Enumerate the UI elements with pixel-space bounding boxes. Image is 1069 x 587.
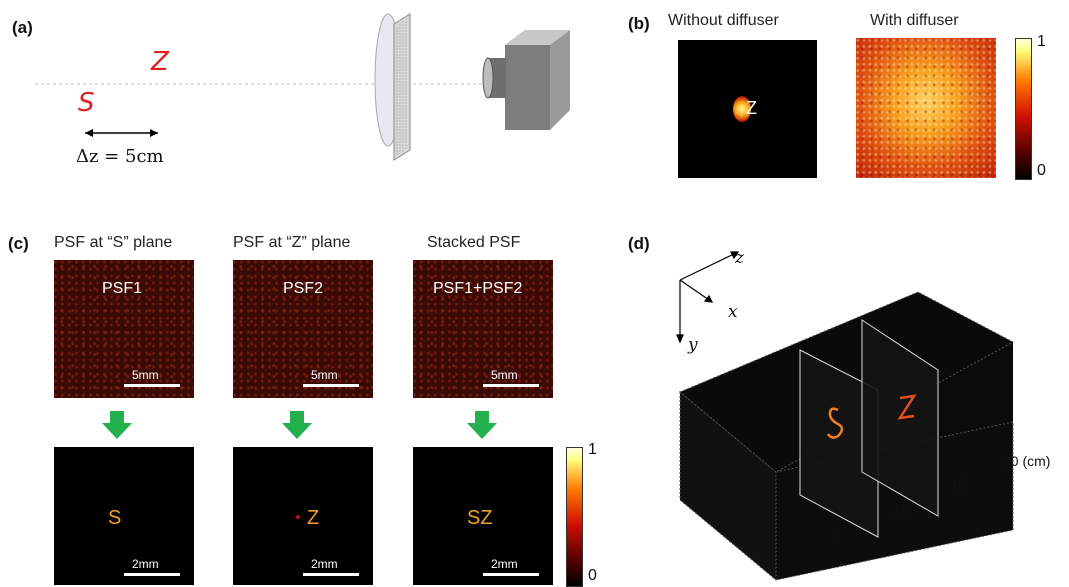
- panel-d-label: (d): [628, 234, 650, 253]
- scale-bar: [303, 573, 359, 576]
- stacked-psf-image: PSF1+PSF2 5mm: [413, 260, 553, 398]
- axis-label-z: z: [735, 248, 744, 268]
- scale-label: 5mm: [132, 368, 159, 382]
- psf2-label: PSF2: [283, 280, 324, 297]
- object-letter-label: Z: [746, 98, 757, 118]
- caption-psf-s-plane: PSF at “S” plane: [54, 234, 173, 251]
- recon-s-image: S 2mm: [54, 447, 194, 585]
- colorbar-b-max: 1: [1037, 33, 1046, 50]
- caption-stacked-psf: Stacked PSF: [427, 234, 521, 251]
- slice-plane-s: [799, 349, 879, 538]
- panel-d-3d-volume: [676, 251, 1015, 582]
- scale-label: 5mm: [311, 368, 338, 382]
- axis-label-x: x: [728, 302, 738, 322]
- recon-z-image: Z 2mm: [233, 447, 373, 585]
- axis-label-y: y: [688, 335, 698, 355]
- recon-letter-s: S: [108, 507, 122, 529]
- colorbar-c: [566, 447, 583, 587]
- focused-spot: [733, 96, 751, 122]
- camera-icon: [482, 30, 570, 130]
- depth-tick-0: 0: [766, 558, 774, 574]
- panel-a-label: (a): [12, 18, 33, 37]
- object-letter-z: Z: [151, 47, 169, 77]
- depth-tick-5: 5: [832, 530, 840, 546]
- depth-tick-20-cm: 20 (cm): [1003, 453, 1051, 469]
- scale-bar: [124, 573, 180, 576]
- image-without-diffuser: Z 2mm: [678, 40, 817, 178]
- recon-letters-sz: SZ: [467, 507, 493, 529]
- psf2-image: PSF2 5mm: [233, 260, 373, 398]
- colorbar-b-min: 0: [1037, 162, 1046, 179]
- colorbar-c-max: 1: [588, 441, 597, 458]
- down-arrow-icon: [102, 411, 132, 439]
- scale-bar: [303, 384, 359, 387]
- panel-b-label: (b): [628, 14, 650, 33]
- scale-label: 2mm: [311, 557, 338, 571]
- object-letter-s: S: [78, 88, 95, 118]
- scale-bar: [124, 384, 180, 387]
- diffuser-texture: [396, 18, 408, 156]
- panel-c-label: (c): [8, 234, 29, 253]
- psf1-label: PSF1: [102, 280, 143, 297]
- stacked-psf-label: PSF1+PSF2: [433, 280, 523, 297]
- recon-sz-image: SZ 2mm: [413, 447, 553, 585]
- down-arrow-icon: [467, 411, 497, 439]
- arrows-row: [102, 411, 497, 439]
- colorbar-c-min: 0: [588, 567, 597, 584]
- scale-bar: [483, 384, 539, 387]
- caption-psf-z-plane: PSF at “Z” plane: [233, 234, 351, 251]
- depth-tick-10: 10: [893, 502, 909, 518]
- panel-a-setup-diagram: [35, 13, 570, 161]
- scale-label: 2mm: [132, 557, 159, 571]
- colorbar-b: [1015, 38, 1032, 180]
- scale-label: 2mm: [491, 557, 518, 571]
- depth-tick-15: 15: [950, 476, 966, 492]
- down-arrow-icon: [282, 411, 312, 439]
- scale-label: 5mm: [491, 368, 518, 382]
- image-with-diffuser: 5mm: [856, 38, 996, 178]
- plane-letter-z-mark: [897, 394, 917, 420]
- scale-bar: [483, 573, 539, 576]
- plane-letter-s-mark: [826, 407, 844, 439]
- psf1-image: PSF1 5mm: [54, 260, 194, 398]
- dz-label: Δz = 5cm: [76, 146, 164, 167]
- title-without-diffuser: Without diffuser: [668, 12, 779, 29]
- title-with-diffuser: With diffuser: [870, 12, 959, 29]
- axis-triad: [676, 251, 740, 344]
- recon-letter-z: Z: [307, 507, 320, 529]
